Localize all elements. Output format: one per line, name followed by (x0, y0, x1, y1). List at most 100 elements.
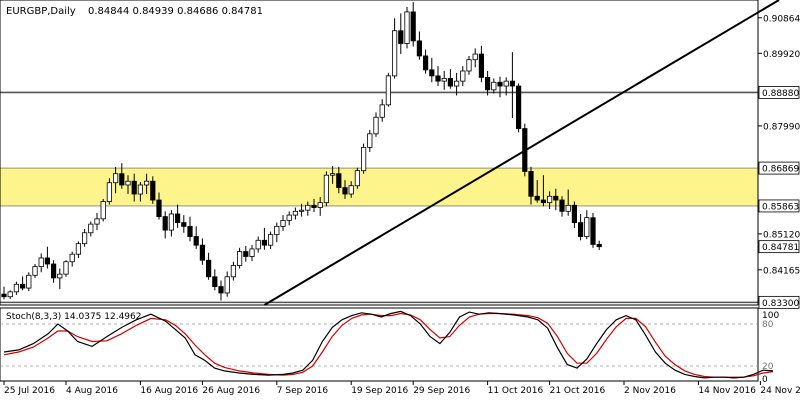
candle-body (13, 283, 19, 293)
candle (249, 245, 255, 261)
candle (317, 197, 323, 216)
candle-body (100, 201, 106, 220)
candle-body (298, 209, 305, 212)
candle-body (150, 180, 156, 201)
candle (69, 251, 75, 267)
candle (75, 241, 81, 258)
candle (88, 221, 94, 237)
time-tick-label: 26 Aug 2016 (202, 386, 260, 396)
candle-body (32, 266, 38, 276)
candle (94, 212, 100, 231)
candle-body (466, 59, 472, 72)
time-axis: 25 Jul 2016 4 Aug 2016 16 Aug 2016 26 Aug 2… (3, 381, 800, 396)
candle-body (571, 204, 578, 224)
candle (174, 204, 181, 228)
candle-body (274, 225, 280, 236)
candle-body (224, 276, 230, 294)
candle-body (379, 104, 385, 118)
line-price-label-box (758, 295, 800, 309)
candle (230, 261, 236, 281)
resistance-zone (0, 167, 759, 207)
candle (410, 2, 416, 47)
zone-top-label-box (758, 161, 800, 175)
candle-body (230, 265, 236, 278)
candle (466, 55, 472, 75)
candle-body (497, 81, 503, 87)
candle (360, 143, 367, 174)
time-tick-label: 24 Nov 2016 (760, 386, 800, 396)
candle-body (292, 210, 299, 216)
candle-body (503, 80, 509, 87)
candle-body (441, 78, 447, 82)
candle-body (478, 53, 485, 78)
price-tick-label: 0.89920 (763, 50, 800, 60)
candle-body (199, 244, 205, 261)
price-panel[interactable]: EURGBP,Daily 0.84844 0.84939 0.84686 0.8… (0, 0, 780, 306)
time-tick-label: 21 Oct 2016 (550, 386, 606, 396)
candle (472, 48, 478, 68)
candle-body (385, 75, 392, 106)
candle-body (44, 257, 51, 265)
candle (596, 240, 602, 251)
candle (460, 66, 466, 87)
candle (329, 166, 336, 184)
candle-body (435, 75, 441, 82)
candle-body (38, 257, 44, 268)
candle-body (82, 232, 88, 245)
candle (509, 52, 516, 119)
candle-body (113, 173, 119, 184)
candle-body (584, 217, 590, 237)
candle (559, 196, 565, 217)
candle (193, 226, 199, 249)
candle (168, 210, 174, 237)
candle (379, 99, 385, 122)
candle (348, 181, 354, 198)
candle (106, 178, 112, 205)
candle (540, 175, 547, 207)
time-tick-label: 4 Aug 2016 (66, 386, 118, 396)
ohlc-values: 0.84844 0.84939 0.84686 0.84781 (88, 6, 263, 17)
candle (205, 252, 212, 280)
candle (298, 203, 305, 217)
candle (82, 229, 88, 247)
candle (590, 212, 596, 248)
candle (578, 213, 584, 241)
candle (441, 70, 447, 90)
candle-body (305, 204, 311, 211)
symbol-timeframe: EURGBP,Daily (6, 6, 76, 17)
candle (571, 201, 578, 228)
candle (497, 76, 503, 98)
candle-body (7, 291, 13, 298)
candle-body (236, 251, 243, 266)
candle (416, 31, 423, 60)
candle-body (329, 173, 336, 176)
candle (305, 201, 311, 216)
stochastic-panel[interactable]: Stoch(8,3,3) 14.0375 12.4962 100 80 20 0 (0, 307, 779, 385)
candle (336, 166, 342, 194)
stochastic-frame (0, 307, 759, 382)
candle (1, 286, 7, 300)
candle (113, 166, 119, 194)
zone-bottom-label-box (758, 199, 800, 213)
time-tick-label: 11 Oct 2016 (488, 386, 544, 396)
candle (391, 18, 398, 79)
candle (547, 191, 553, 210)
stochastic-label: Stoch(8,3,3) 14.0375 12.4962 (6, 312, 141, 322)
candle-body (491, 81, 497, 91)
candle-body (472, 53, 478, 61)
price-tick-label: 0.85120 (763, 230, 800, 240)
candle (516, 83, 522, 133)
candle (311, 198, 317, 213)
trend-line[interactable] (263, 0, 780, 306)
time-tick-label: 2 Nov 2016 (624, 386, 676, 396)
candle-body (398, 30, 404, 44)
candle-body (559, 199, 565, 212)
candle (367, 130, 373, 152)
candle-body (261, 239, 268, 246)
candle (7, 290, 13, 299)
candle-body (143, 180, 150, 186)
candle (131, 173, 137, 202)
time-tick-label: 16 Aug 2016 (140, 386, 198, 396)
candle-body (88, 223, 94, 234)
